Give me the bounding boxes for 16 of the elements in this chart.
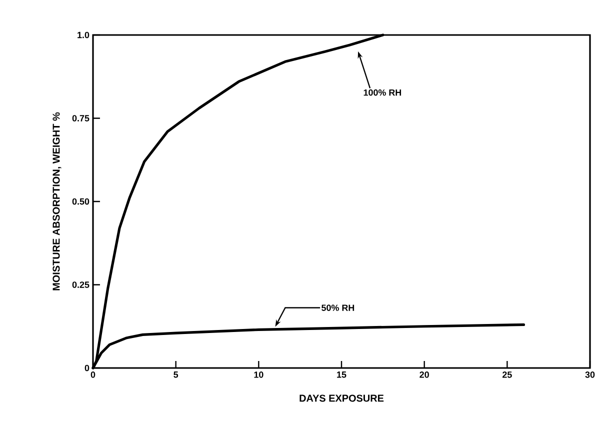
y-tick-label: 0.25 <box>72 282 90 288</box>
x-tick-label: 15 <box>337 372 346 378</box>
x-tick-label: 5 <box>174 372 178 378</box>
x-tick-label: 10 <box>254 372 264 378</box>
x-axis-title: DAYS EXPOSURE <box>300 394 384 402</box>
y-tick-label: 0.75 <box>72 115 90 122</box>
annotation: 100% RH <box>364 89 402 96</box>
y-axis-title: MOISTURE ABSORPTION, WEIGHT % <box>52 112 62 290</box>
x-tick-label: 20 <box>420 372 429 378</box>
x-tick-label: 0 <box>90 372 96 378</box>
y-tick-label: 1.0 <box>78 32 90 38</box>
y-tick-label: 0 <box>84 364 90 372</box>
annotation: 50% RH <box>322 304 354 311</box>
x-tick-label: 25 <box>502 372 512 378</box>
x-tick-label: 30 <box>585 372 595 378</box>
y-tick-label: 0.50 <box>72 198 90 205</box>
